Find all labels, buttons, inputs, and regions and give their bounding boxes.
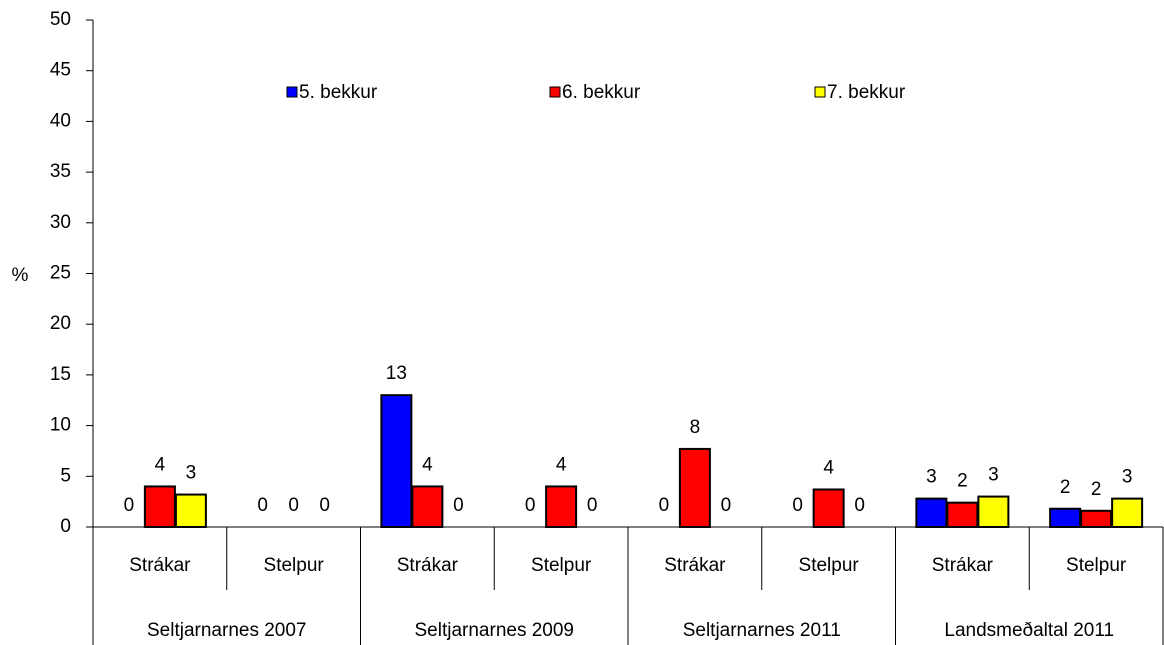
bar bbox=[1111, 497, 1144, 529]
y-tick-label: 10 bbox=[50, 415, 71, 436]
x-tick-label: Stelpur bbox=[799, 555, 860, 576]
data-label: 0 bbox=[319, 495, 330, 516]
data-label: 2 bbox=[957, 471, 968, 492]
bar bbox=[946, 501, 979, 529]
data-label: 3 bbox=[926, 467, 937, 488]
x-tick-label: Strákar bbox=[664, 555, 726, 576]
data-label: 0 bbox=[453, 495, 464, 516]
x-tick-label: Strákar bbox=[932, 555, 994, 576]
group-label: Landsmeðaltal 2011 bbox=[944, 620, 1114, 641]
data-label: 0 bbox=[854, 495, 865, 516]
data-label: 4 bbox=[556, 454, 567, 475]
legend-swatch bbox=[549, 86, 561, 98]
y-tick-label: 25 bbox=[50, 263, 71, 284]
bar bbox=[174, 493, 207, 528]
data-label: 4 bbox=[823, 457, 834, 478]
data-label: 13 bbox=[386, 363, 407, 384]
y-tick-label: 30 bbox=[50, 212, 71, 233]
group-label: Seltjarnarnes 2009 bbox=[415, 620, 575, 641]
data-label: 0 bbox=[257, 495, 268, 516]
x-tick-label: Stelpur bbox=[264, 555, 325, 576]
bar bbox=[1049, 507, 1082, 528]
data-label: 2 bbox=[1060, 477, 1071, 498]
data-label: 0 bbox=[587, 495, 598, 516]
x-tick-label: Stelpur bbox=[531, 555, 592, 576]
bar bbox=[143, 485, 176, 529]
bar bbox=[812, 488, 845, 528]
data-label: 0 bbox=[659, 495, 670, 516]
y-tick-label: 50 bbox=[50, 9, 71, 30]
y-tick-label: 20 bbox=[50, 313, 71, 334]
bar bbox=[678, 447, 711, 528]
data-label: 0 bbox=[288, 495, 299, 516]
x-tick-label: Stelpur bbox=[1066, 555, 1127, 576]
data-label: 2 bbox=[1091, 479, 1102, 500]
bar bbox=[380, 394, 413, 528]
legend-label: 7. bekkur bbox=[827, 82, 906, 103]
data-label: 3 bbox=[988, 465, 999, 486]
y-axis-label: % bbox=[12, 265, 29, 286]
data-label: 3 bbox=[1122, 467, 1133, 488]
group-label: Seltjarnarnes 2007 bbox=[147, 620, 307, 641]
x-tick-label: Strákar bbox=[129, 555, 191, 576]
data-label: 0 bbox=[721, 495, 732, 516]
data-label: 8 bbox=[690, 417, 701, 438]
y-tick-label: 45 bbox=[50, 60, 71, 81]
data-label: 3 bbox=[186, 463, 197, 484]
bar bbox=[411, 485, 444, 529]
legend-label: 5. bekkur bbox=[299, 82, 378, 103]
bar bbox=[1080, 509, 1113, 528]
bar bbox=[977, 495, 1010, 528]
data-label: 0 bbox=[124, 495, 135, 516]
legend-swatch bbox=[286, 86, 298, 98]
group-label: Seltjarnarnes 2011 bbox=[683, 620, 841, 641]
y-tick-label: 40 bbox=[50, 110, 71, 131]
bar bbox=[915, 497, 948, 529]
bar bbox=[545, 485, 578, 529]
y-tick-label: 5 bbox=[60, 465, 71, 486]
data-label: 0 bbox=[525, 495, 536, 516]
x-tick-label: Strákar bbox=[397, 555, 459, 576]
legend-label: 6. bekkur bbox=[562, 82, 641, 103]
data-label: 4 bbox=[155, 454, 166, 475]
legend-swatch bbox=[814, 86, 826, 98]
y-tick-label: 15 bbox=[50, 364, 71, 385]
y-tick-label: 35 bbox=[50, 161, 71, 182]
y-tick-label: 0 bbox=[60, 516, 71, 537]
data-label: 0 bbox=[792, 495, 803, 516]
data-label: 4 bbox=[422, 454, 433, 475]
